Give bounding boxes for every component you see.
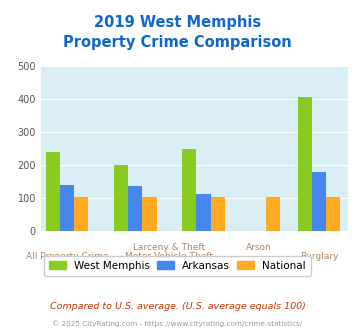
Text: Arson: Arson <box>246 243 272 251</box>
Text: Motor Vehicle Theft: Motor Vehicle Theft <box>125 252 213 261</box>
Bar <box>266 197 280 231</box>
Bar <box>142 197 157 231</box>
Bar <box>298 97 312 231</box>
Text: Property Crime Comparison: Property Crime Comparison <box>63 35 292 50</box>
Text: Larceny & Theft: Larceny & Theft <box>133 243 206 251</box>
Text: All Property Crime: All Property Crime <box>26 252 108 261</box>
Bar <box>182 148 196 231</box>
Bar <box>128 186 142 231</box>
Bar <box>46 152 60 231</box>
Bar <box>196 194 211 231</box>
Text: Burglary: Burglary <box>300 252 338 261</box>
Text: 2019 West Memphis: 2019 West Memphis <box>94 15 261 30</box>
Text: Compared to U.S. average. (U.S. average equals 100): Compared to U.S. average. (U.S. average … <box>50 302 305 311</box>
Legend: West Memphis, Arkansas, National: West Memphis, Arkansas, National <box>44 255 311 276</box>
Text: © 2025 CityRating.com - https://www.cityrating.com/crime-statistics/: © 2025 CityRating.com - https://www.city… <box>53 321 302 327</box>
Bar <box>326 197 340 231</box>
Bar <box>114 165 128 231</box>
Bar <box>312 172 326 231</box>
Bar <box>74 197 88 231</box>
Bar <box>60 185 74 231</box>
Bar <box>211 197 225 231</box>
